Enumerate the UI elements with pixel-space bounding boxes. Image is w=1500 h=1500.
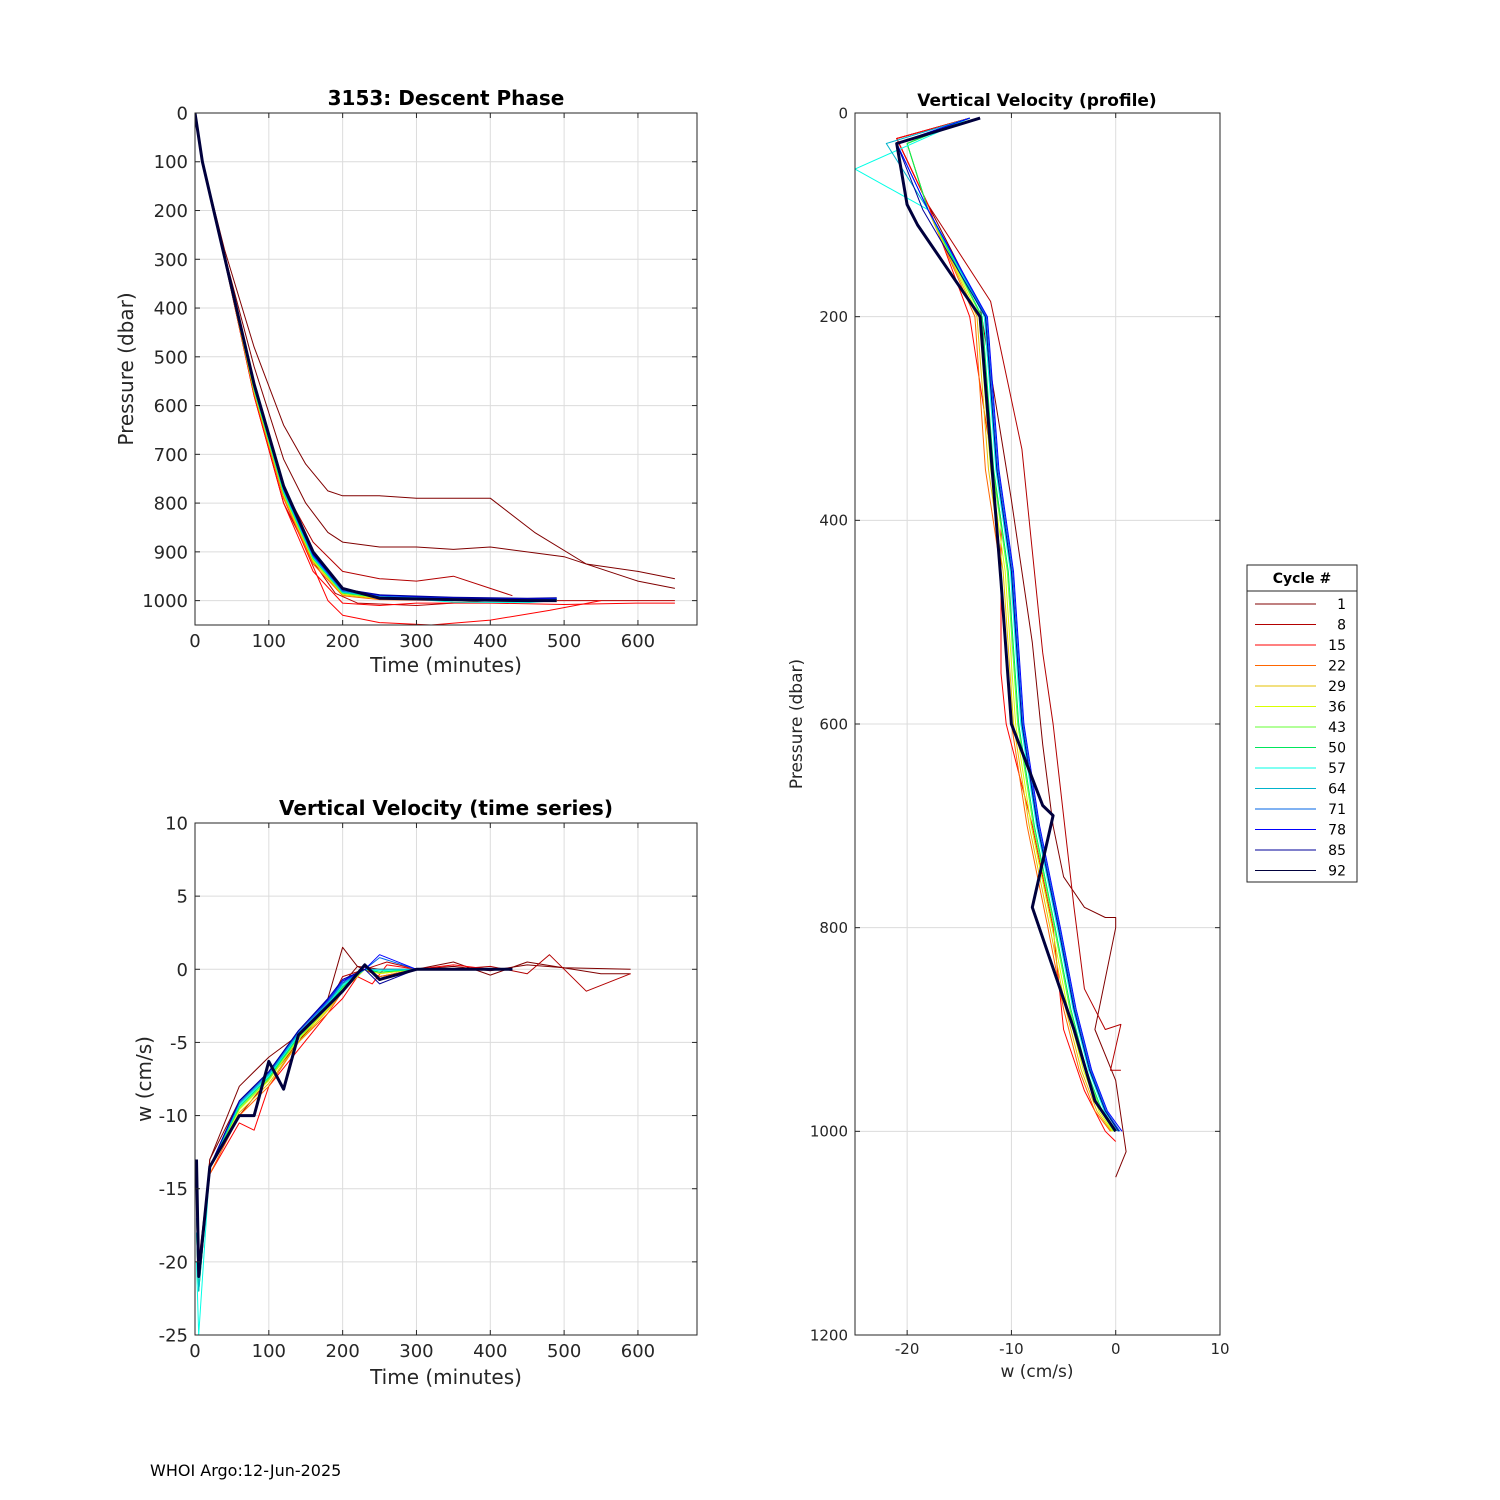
series-lines	[195, 946, 631, 1335]
y-tick-label: -25	[159, 1325, 188, 1346]
y-tick-label: 200	[819, 308, 848, 326]
y-tick-label: -20	[159, 1252, 188, 1273]
y-axis-label: Pressure (dbar)	[787, 659, 807, 789]
x-tick-label: 600	[621, 1341, 655, 1362]
legend-label: 8	[1337, 618, 1346, 634]
plot-area	[195, 113, 697, 625]
y-axis-label: Pressure (dbar)	[114, 292, 138, 445]
grid	[195, 113, 697, 625]
legend-label: 22	[1328, 659, 1346, 675]
x-axis-label: w (cm/s)	[1000, 1362, 1073, 1382]
series-lines	[855, 116, 1127, 1178]
y-tick-label: 400	[154, 299, 188, 320]
x-tick-label: 400	[473, 1341, 507, 1362]
legend-label: 29	[1328, 679, 1346, 695]
legend-label: 64	[1328, 782, 1346, 798]
y-tick-label: 0	[838, 104, 848, 122]
series-line-cycle-92	[195, 113, 557, 603]
x-tick-label: 0	[1111, 1340, 1121, 1358]
y-tick-label: 400	[819, 512, 848, 530]
y-tick-label: 10	[165, 813, 188, 834]
x-tick-label: 300	[399, 1341, 433, 1362]
axes-box	[194, 112, 698, 626]
legend-label: 43	[1328, 720, 1346, 736]
x-tick-label: 200	[325, 631, 359, 652]
y-tick-label: 500	[154, 347, 188, 368]
legend-title: Cycle #	[1273, 571, 1332, 587]
y-tick-label: 600	[819, 715, 848, 733]
y-tick-label: 1200	[810, 1326, 848, 1344]
y-tick-label: 700	[154, 445, 188, 466]
x-axis-label: Time (minutes)	[369, 653, 522, 677]
y-tick-label: 900	[154, 542, 188, 563]
chart-title: Vertical Velocity (profile)	[917, 91, 1156, 111]
legend-label: 85	[1328, 843, 1346, 859]
x-tick-label: 300	[399, 631, 433, 652]
series-line-cycle-85	[896, 117, 1120, 1132]
footer-text: WHOI Argo:12-Jun-2025	[150, 1461, 341, 1480]
y-tick-label: -5	[170, 1033, 188, 1054]
series-line-cycle-78	[896, 117, 1123, 1132]
legend: Cycle # 1 8 15 22 29 36 43 50 57 64 71 78 85 92	[1246, 564, 1358, 883]
tick-labels: 0 100 200 300 400 500 600 0 100 200 300 400 500 600 70…	[142, 103, 697, 652]
legend-label: 15	[1328, 638, 1346, 654]
chart-title: 3153: Descent Phase	[328, 86, 565, 110]
y-tick-label: 1000	[142, 591, 188, 612]
series-line-cycle-92	[895, 116, 1117, 1133]
y-tick-label: 800	[819, 919, 848, 937]
legend-label: 92	[1328, 864, 1346, 880]
grid	[195, 823, 697, 1335]
y-tick-label: 5	[177, 887, 188, 908]
series-lines	[195, 113, 675, 625]
x-tick-label: 400	[473, 631, 507, 652]
descent-phase-chart: 0 100 200 300 400 500 600 0 100 200 300 400 500 600 70…	[114, 86, 698, 677]
series-line-cycle-1	[195, 113, 675, 589]
x-tick-label: 100	[252, 1341, 286, 1362]
legend-label: 1	[1337, 597, 1346, 613]
y-axis-label: w (cm/s)	[132, 1036, 156, 1122]
series-line-cycle-15	[196, 964, 513, 1277]
chart-title: Vertical Velocity (time series)	[279, 796, 613, 820]
x-tick-label: 200	[325, 1341, 359, 1362]
y-tick-label: 1000	[810, 1123, 848, 1141]
x-tick-label: 0	[189, 631, 200, 652]
x-tick-label: 500	[547, 631, 581, 652]
y-tick-label: 300	[154, 250, 188, 271]
x-tick-label: 600	[621, 631, 655, 652]
y-tick-label: 600	[154, 396, 188, 417]
axes-box	[194, 822, 698, 1336]
x-tick-label: 10	[1210, 1340, 1229, 1358]
y-tick-label: 800	[154, 494, 188, 515]
x-tick-label: 0	[189, 1341, 200, 1362]
legend-label: 36	[1328, 700, 1346, 716]
y-tick-label: -10	[159, 1106, 188, 1127]
legend-label: 71	[1328, 802, 1346, 818]
y-tick-label: 200	[154, 201, 188, 222]
x-tick-label: 500	[547, 1341, 581, 1362]
y-tick-label: 100	[154, 152, 188, 173]
x-tick-label: -10	[999, 1340, 1024, 1358]
legend-label: 78	[1328, 823, 1346, 839]
x-axis-label: Time (minutes)	[369, 1365, 522, 1389]
y-tick-label: -15	[159, 1179, 188, 1200]
velocity-time-series-chart: 0 100 200 300 400 500 600 10 5 0 -5 -10 -15 -20 -25 Ve…	[132, 796, 698, 1389]
y-tick-label: 0	[177, 103, 188, 124]
series-line-cycle-1	[195, 113, 675, 580]
y-tick-label: 0	[177, 960, 188, 981]
legend-entries: 1 8 15 22 29 36 43 50 57 64 71 78 85 92	[1255, 597, 1346, 880]
legend-label: 57	[1328, 761, 1346, 777]
legend-label: 50	[1328, 741, 1346, 757]
x-tick-label: -20	[895, 1340, 920, 1358]
series-line-cycle-92	[195, 963, 513, 1278]
tick-labels: 0 100 200 300 400 500 600 10 5 0 -5 -10 -15 -20 -25	[159, 813, 697, 1362]
x-tick-label: 100	[252, 631, 286, 652]
